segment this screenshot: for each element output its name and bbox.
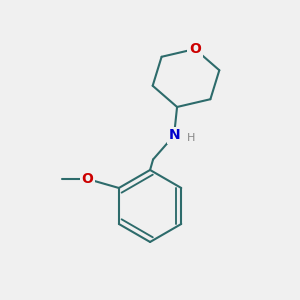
Text: N: N [168, 128, 180, 142]
Text: H: H [186, 134, 195, 143]
Text: O: O [189, 42, 201, 56]
Text: O: O [82, 172, 93, 186]
